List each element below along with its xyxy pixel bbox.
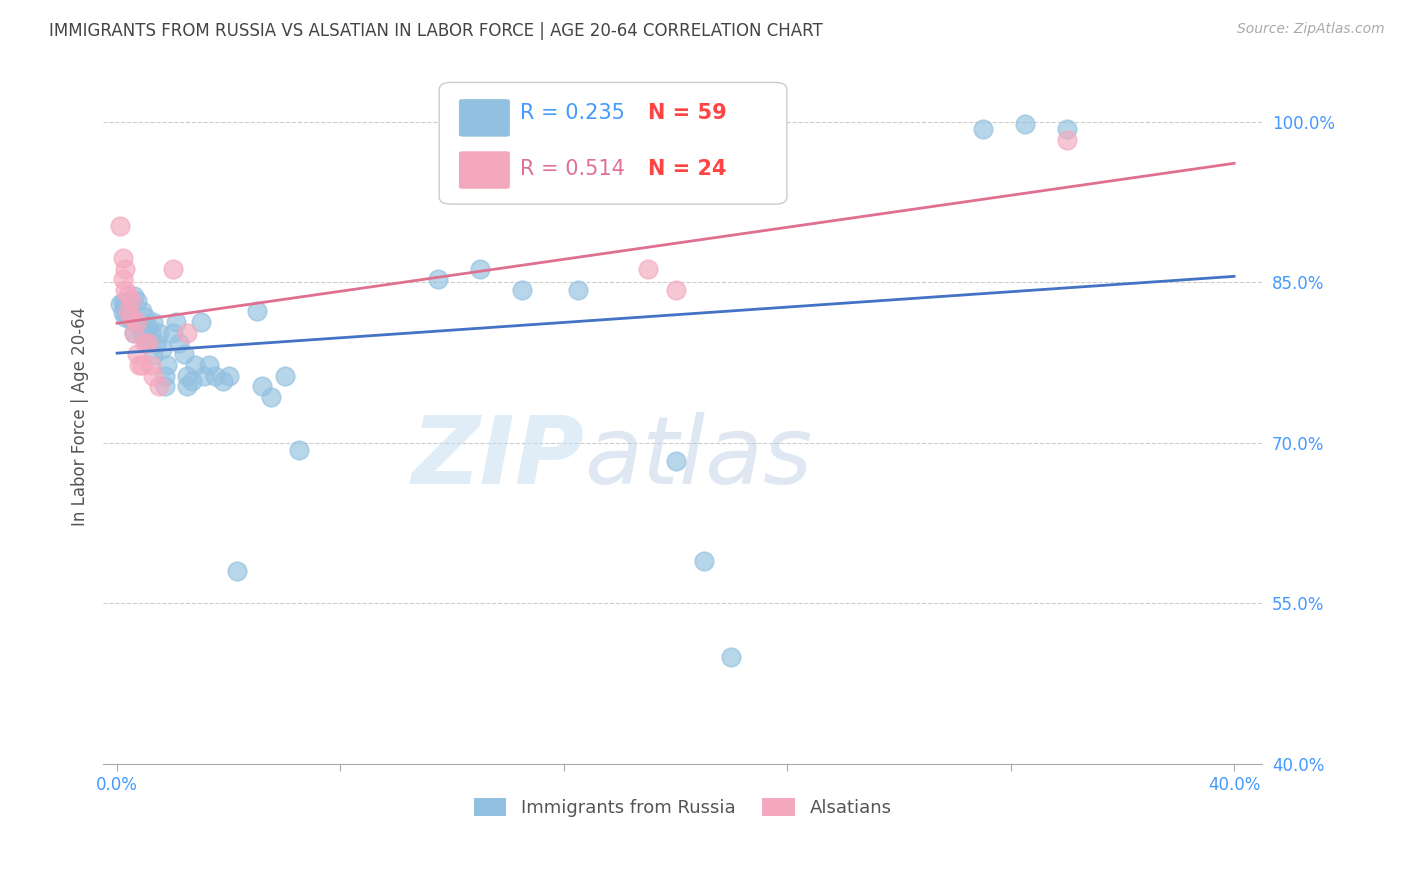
Point [128,358,150,372]
Point [139,326,162,340]
Text: Source: ZipAtlas.com: Source: ZipAtlas.com [1237,22,1385,37]
Point [176,379,198,393]
FancyBboxPatch shape [458,152,510,189]
Point [111,272,134,286]
Point [468,261,491,276]
Point [131,326,153,340]
Point [1014,117,1036,131]
Point [136,336,159,351]
Point [212,374,235,388]
Point [114,310,136,324]
Point [120,313,142,327]
Point [111,251,134,265]
Text: N = 59: N = 59 [648,103,727,123]
Point [120,295,142,310]
Point [114,299,136,313]
Point [117,288,139,302]
Point [176,368,198,383]
Point [165,315,187,329]
Point [122,289,145,303]
Point [510,283,533,297]
Point [226,564,249,578]
Point [108,219,131,233]
Point [665,283,688,297]
Point [122,326,145,340]
FancyBboxPatch shape [458,99,510,136]
Point [665,454,688,468]
Point [273,368,295,383]
Point [287,443,309,458]
Point [125,315,148,329]
Point [567,283,589,297]
Point [131,358,153,372]
Point [111,305,134,319]
Point [193,368,215,383]
Y-axis label: In Labor Force | Age 20-64: In Labor Force | Age 20-64 [72,307,89,525]
Point [176,326,198,340]
Point [427,272,450,286]
Point [260,390,283,404]
Point [134,310,156,324]
FancyBboxPatch shape [439,82,787,204]
Point [134,332,156,346]
Point [972,122,994,136]
Point [246,304,269,318]
Point [117,302,139,317]
Legend: Immigrants from Russia, Alsatians: Immigrants from Russia, Alsatians [467,791,898,824]
Point [148,379,170,393]
Point [153,368,176,383]
Point [162,326,184,340]
Point [720,649,742,664]
Point [1056,133,1078,147]
Point [122,326,145,340]
Point [117,304,139,318]
Point [125,347,148,361]
Point [114,261,136,276]
Point [131,304,153,318]
Point [142,368,165,383]
Point [162,261,184,276]
Point [692,553,714,567]
Point [150,342,173,356]
Point [128,318,150,333]
Text: atlas: atlas [583,412,813,503]
Point [218,368,240,383]
Point [134,336,156,351]
Point [198,358,221,372]
Point [173,347,195,361]
Point [136,336,159,351]
Text: R = 0.514: R = 0.514 [520,159,626,179]
Point [190,315,212,329]
Point [136,320,159,334]
Point [142,315,165,329]
Point [142,348,165,362]
Point [111,294,134,309]
Point [637,261,659,276]
Point [145,336,167,351]
Point [139,358,162,372]
Text: IMMIGRANTS FROM RUSSIA VS ALSATIAN IN LABOR FORCE | AGE 20-64 CORRELATION CHART: IMMIGRANTS FROM RUSSIA VS ALSATIAN IN LA… [49,22,823,40]
Text: R = 0.235: R = 0.235 [520,103,626,123]
Point [153,379,176,393]
Point [181,374,204,388]
Point [184,358,207,372]
Point [1056,122,1078,136]
Point [120,293,142,308]
Point [117,308,139,322]
Point [252,379,274,393]
Text: N = 24: N = 24 [648,159,727,179]
Point [108,297,131,311]
Point [167,336,190,351]
Point [156,358,179,372]
Point [114,283,136,297]
Point [125,316,148,330]
Point [125,293,148,308]
Text: ZIP: ZIP [411,412,583,504]
Point [120,310,142,324]
Point [204,368,226,383]
Point [148,326,170,340]
